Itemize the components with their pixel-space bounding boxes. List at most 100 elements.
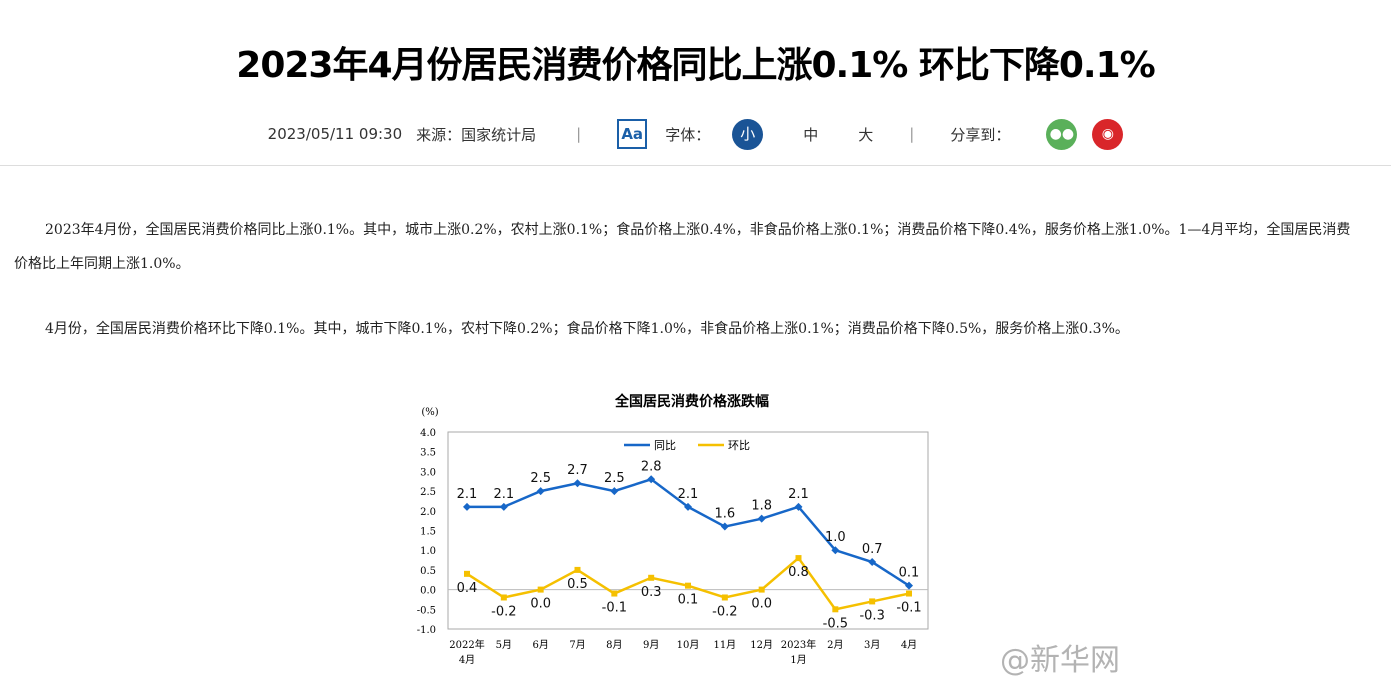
y-tick-label: -1.0 [417, 625, 436, 636]
data-point [499, 502, 508, 511]
data-point [795, 555, 802, 562]
share-label: 分享到： [950, 125, 1011, 144]
article-body: 2023年4月份，全国居民消费价格同比上涨0.1%。其中，城市上涨0.2%，农村… [14, 213, 1354, 377]
x-tick-label: 4月 [459, 654, 475, 666]
article-meta: 2023/05/11 09:30 来源：国家统计局 | Aa 字体： 小 中 大… [0, 118, 1391, 150]
data-label: 1.8 [751, 499, 772, 514]
data-label: 0.0 [751, 597, 772, 612]
source: 来源：国家统计局 [416, 125, 537, 144]
x-tick-label: 4月 [901, 639, 917, 651]
data-label: 1.6 [714, 507, 735, 522]
y-tick-label: 3.5 [420, 448, 436, 459]
data-label: -0.2 [712, 604, 737, 619]
data-point [573, 479, 582, 488]
data-label: 2.1 [457, 487, 478, 502]
x-tick-label: 6月 [532, 639, 548, 651]
data-point [611, 590, 618, 597]
data-point [831, 546, 840, 555]
divider: | [909, 125, 915, 143]
data-label: 2.1 [788, 487, 809, 502]
data-label: -0.1 [602, 601, 627, 616]
data-label: 0.1 [678, 593, 699, 608]
data-point [464, 570, 470, 577]
x-tick-label: 3月 [864, 639, 880, 651]
weibo-icon[interactable]: ◉ [1092, 118, 1124, 150]
wechat-icon[interactable]: ●● [1046, 118, 1078, 150]
y-tick-label: 0.5 [420, 566, 436, 577]
watermark: @新华网 [1000, 643, 1120, 678]
font-label: 字体： [665, 125, 711, 144]
data-label: 0.8 [788, 565, 809, 580]
data-point [463, 502, 471, 511]
font-icon: Aa [617, 119, 648, 149]
y-tick-label: 0.0 [420, 586, 436, 597]
data-point [647, 475, 656, 484]
data-label: 0.3 [641, 585, 662, 600]
data-label: -0.5 [823, 616, 848, 631]
data-point [869, 598, 876, 605]
legend-label: 同比 [654, 439, 676, 452]
data-point [905, 581, 913, 590]
data-point [685, 582, 691, 589]
data-point [868, 558, 877, 567]
data-point [832, 606, 839, 613]
data-point [720, 522, 729, 531]
data-label: 2.5 [604, 471, 625, 486]
x-tick-label: 2022年 [449, 638, 484, 651]
y-tick-label: 1.5 [420, 527, 436, 538]
y-tick-label: -0.5 [417, 605, 436, 616]
font-large-button[interactable]: 大 [858, 125, 874, 144]
article-paragraph: 4月份，全国居民消费价格环比下降0.1%。其中，城市下降0.1%，农村下降0.2… [45, 321, 1129, 337]
data-point [536, 487, 545, 496]
data-label: 0.5 [567, 577, 588, 592]
data-point [757, 514, 766, 523]
data-label: 2.7 [567, 463, 588, 478]
y-axis-label: (%) [421, 407, 438, 418]
data-point [574, 566, 581, 573]
data-label: -0.2 [491, 604, 516, 619]
divider: | [576, 125, 582, 143]
data-point [794, 502, 803, 511]
legend-label: 环比 [728, 439, 750, 452]
font-small-button[interactable]: 小 [732, 118, 764, 150]
data-point [758, 586, 765, 593]
data-label: -0.1 [896, 601, 921, 616]
x-tick-label: 12月 [750, 639, 773, 651]
x-tick-label: 9月 [643, 639, 659, 651]
x-tick-label: 11月 [713, 639, 736, 651]
data-label: 0.7 [862, 542, 883, 557]
page-title: 2023年4月份居民消费价格同比上涨0.1% 环比下降0.1% [236, 45, 1155, 86]
article-paragraph: 2023年4月份，全国居民消费价格同比上涨0.1%。其中，城市上涨0.2%，农村… [14, 222, 1351, 272]
data-label: 1.0 [825, 530, 846, 545]
data-point [500, 594, 507, 601]
x-tick-label: 2月 [827, 639, 843, 651]
data-label: 2.1 [678, 487, 699, 502]
data-label: 0.1 [899, 566, 920, 581]
x-tick-label: 7月 [569, 639, 585, 651]
data-point [906, 590, 912, 597]
publish-datetime: 2023/05/11 09:30 [267, 125, 403, 143]
x-tick-label: 10月 [677, 639, 700, 651]
divider [0, 165, 1391, 166]
data-point [537, 586, 544, 593]
font-medium-button[interactable]: 中 [803, 125, 819, 144]
data-point [684, 502, 692, 511]
data-label: 2.5 [530, 471, 551, 486]
chart-title: 全国居民消费价格涨跌幅 [614, 393, 769, 410]
x-tick-label: 5月 [496, 639, 512, 651]
data-label: 0.0 [530, 597, 551, 612]
x-tick-label: 1月 [790, 654, 806, 666]
x-tick-label: 2023年 [781, 638, 816, 651]
data-label: 2.8 [641, 459, 662, 474]
y-tick-label: 2.5 [420, 487, 436, 498]
data-point [610, 487, 619, 496]
plot-area [447, 431, 929, 630]
data-label: -0.3 [859, 608, 884, 623]
x-tick-label: 8月 [606, 639, 622, 651]
data-point [721, 594, 728, 601]
y-tick-label: 1.0 [420, 546, 436, 557]
y-tick-label: 4.0 [420, 428, 436, 439]
data-label: 0.4 [457, 581, 478, 596]
y-tick-label: 2.0 [420, 507, 436, 518]
